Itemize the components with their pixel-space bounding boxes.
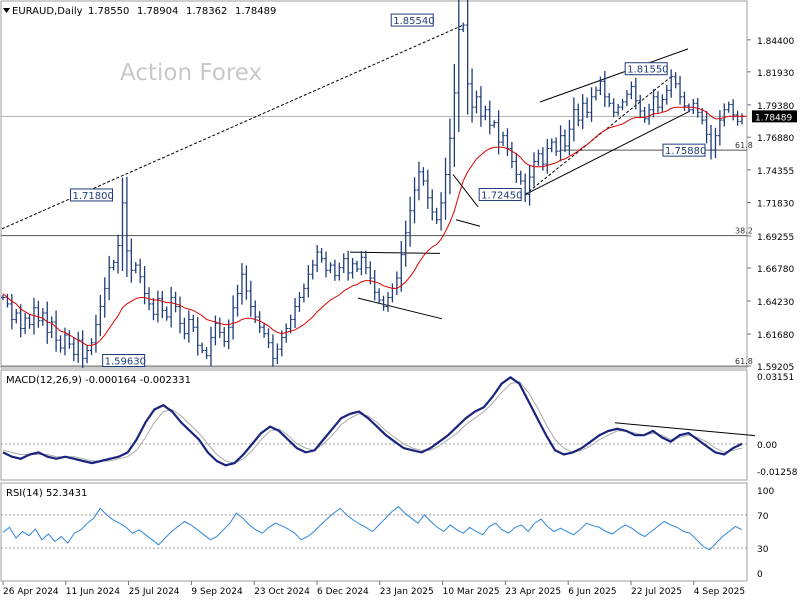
watermark: Action Forex: [120, 60, 262, 86]
price-panel-frame: [0, 0, 748, 369]
time-axis-label: 23 Oct 2024: [254, 587, 310, 597]
price-axis-label: 1.74355: [757, 167, 794, 177]
rsi-title: RSI(14) 52.3431: [6, 488, 87, 499]
pattern-line: [455, 219, 481, 227]
rsi-axis-label: 0: [757, 570, 763, 580]
trend-line-dotted: [524, 76, 672, 195]
price-annotation: 1.81550: [627, 65, 668, 76]
price-annotation: 1.72450: [481, 191, 522, 202]
time-axis-label: 6 Jun 2025: [568, 587, 616, 597]
price-axis-label: 1.81930: [757, 69, 794, 79]
rsi-axis-label: 30: [757, 545, 769, 555]
macd-axis-label: -0.01258: [757, 468, 798, 478]
price-axis-label: 1.79380: [757, 102, 794, 112]
rsi-layer: [1, 505, 747, 551]
price-axis-label: 1.64230: [757, 298, 794, 308]
ohlc-low: 1.78362: [186, 6, 227, 17]
fib-label: 61.8: [735, 357, 753, 366]
price-axis-label: 1.66780: [757, 265, 794, 275]
fib-label: 61.8: [735, 141, 753, 150]
rsi-axis-label: 70: [757, 512, 769, 522]
price-axis-label: 1.59205: [757, 363, 794, 373]
price-axis-label: 1.84400: [757, 37, 794, 47]
channel-line: [539, 48, 689, 103]
macd-title: MACD(12,26,9) -0.000164 -0.002331: [6, 375, 191, 386]
ohlc-high: 1.78904: [137, 6, 178, 17]
price-annotation: 1.71800: [72, 191, 113, 202]
macd-layer: [1, 375, 756, 467]
rsi-axis: 100 70 30 0: [757, 487, 774, 580]
time-axis-label: 22 Jul 2025: [631, 587, 682, 597]
price-axis-label: 1.71830: [757, 200, 794, 210]
macd-axis: 0.03151 0.00 -0.01258: [757, 373, 798, 478]
time-axis-label: 9 Sep 2024: [191, 587, 243, 597]
time-axis-label: 25 Jul 2024: [129, 587, 180, 597]
time-axis: 26 Apr 2024 11 Jun 2024 25 Jul 2024 9 Sep 2…: [2, 581, 745, 597]
ohlc-open: 1.78550: [88, 6, 129, 17]
time-axis-label: 11 Jun 2024: [66, 587, 120, 597]
price-axis-label: 1.69255: [757, 233, 794, 243]
fib-label: 38.2: [735, 227, 753, 236]
time-axis-label: 6 Dec 2024: [317, 587, 369, 597]
price-annotation-box: [69, 188, 113, 202]
triangle-down-icon[interactable]: [3, 8, 10, 13]
pattern-line: [349, 251, 441, 254]
current-price-label: 1.78489: [755, 113, 792, 123]
price-axis-label: 1.76880: [757, 134, 794, 144]
channel-line: [524, 110, 691, 195]
ohlc-close: 1.78489: [235, 6, 276, 17]
price-axis: 1.84400 1.81930 1.79380 1.76880 1.74355 1.718…: [747, 37, 797, 373]
current-price-marker: [752, 110, 797, 123]
price-annotation-box: [662, 143, 706, 157]
price-annotation: 1.75880: [665, 146, 706, 157]
price-annotation: 1.59630: [105, 356, 146, 367]
price-annotation-box: [390, 13, 434, 27]
time-axis-label: 10 Mar 2025: [443, 587, 500, 597]
macd-axis-label: 0.00: [757, 441, 777, 451]
macd-line: [2, 375, 743, 467]
moving-average-line: [2, 106, 747, 346]
time-axis-label: 4 Sep 2025: [694, 587, 745, 597]
pattern-line: [452, 174, 479, 208]
rsi-panel-frame: [0, 482, 748, 582]
rsi-line: [2, 505, 743, 551]
price-layer: 61.838.261.81.718001.599601.596301.85540…: [1, 0, 753, 369]
rsi-axis-label: 100: [757, 487, 774, 497]
price-annotation-box: [478, 188, 522, 202]
trend-line-dotted: [1, 24, 464, 230]
macd-axis-label: 0.03151: [757, 373, 794, 383]
time-axis-label: 23 Apr 2025: [505, 587, 561, 597]
macd-trend-line: [614, 422, 756, 437]
time-axis-label: 23 Jan 2025: [380, 587, 434, 597]
pattern-line: [357, 297, 443, 320]
price-annotation-box: [102, 353, 146, 367]
price-annotation: 1.85540: [393, 16, 434, 27]
price-annotation-box: [624, 62, 668, 76]
macd-signal-line: [2, 381, 743, 464]
time-axis-label: 26 Apr 2024: [3, 587, 59, 597]
price-axis-label: 1.61680: [757, 331, 794, 341]
symbol-label: EURAUD,Daily: [12, 6, 83, 17]
